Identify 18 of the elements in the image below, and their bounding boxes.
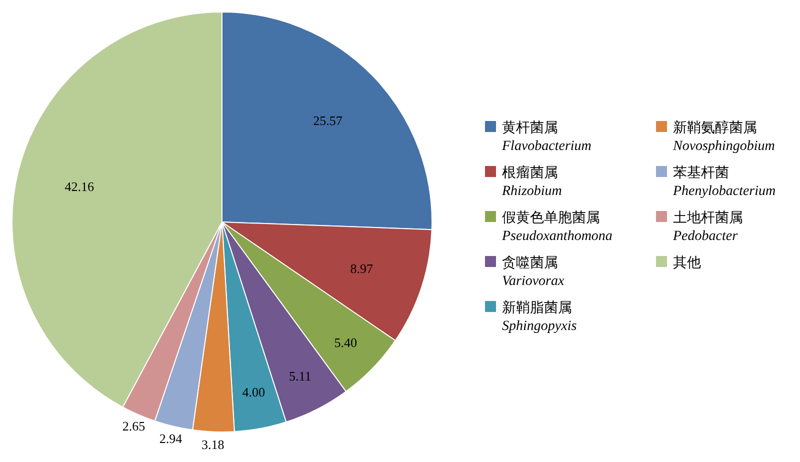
legend-label: 贪噬菌属 Variovorax xyxy=(502,255,565,289)
data-label: 8.97 xyxy=(350,260,374,276)
data-label: 2.94 xyxy=(159,430,183,446)
data-label: 25.57 xyxy=(313,112,343,128)
legend-label: 根瘤菌属 Rhizobium xyxy=(501,165,562,199)
data-label: 5.11 xyxy=(289,368,312,384)
data-label: 4.00 xyxy=(242,384,266,400)
data-label: 3.18 xyxy=(202,436,224,452)
data-label: 2.65 xyxy=(122,418,146,434)
legend-label: 黄杆菌属 Flavobacterium xyxy=(501,120,592,154)
data-label: 5.40 xyxy=(334,334,358,350)
legend-label: 新鞘脂菌属 Sphingopyxis xyxy=(502,300,578,334)
legend-label: 苯基杆菌 Phenylobacterium xyxy=(672,165,776,199)
legend-label: 土地杆菌属 Pedobacter xyxy=(672,210,743,244)
legend-label: 新鞘氨醇菌属 Novosphingobium xyxy=(672,120,775,154)
legend-label: 其他 xyxy=(673,255,701,271)
data-label: 42.16 xyxy=(64,179,95,194)
legend-label: 假黄色单胞菌属 Pseudoxanthomona xyxy=(501,210,612,244)
